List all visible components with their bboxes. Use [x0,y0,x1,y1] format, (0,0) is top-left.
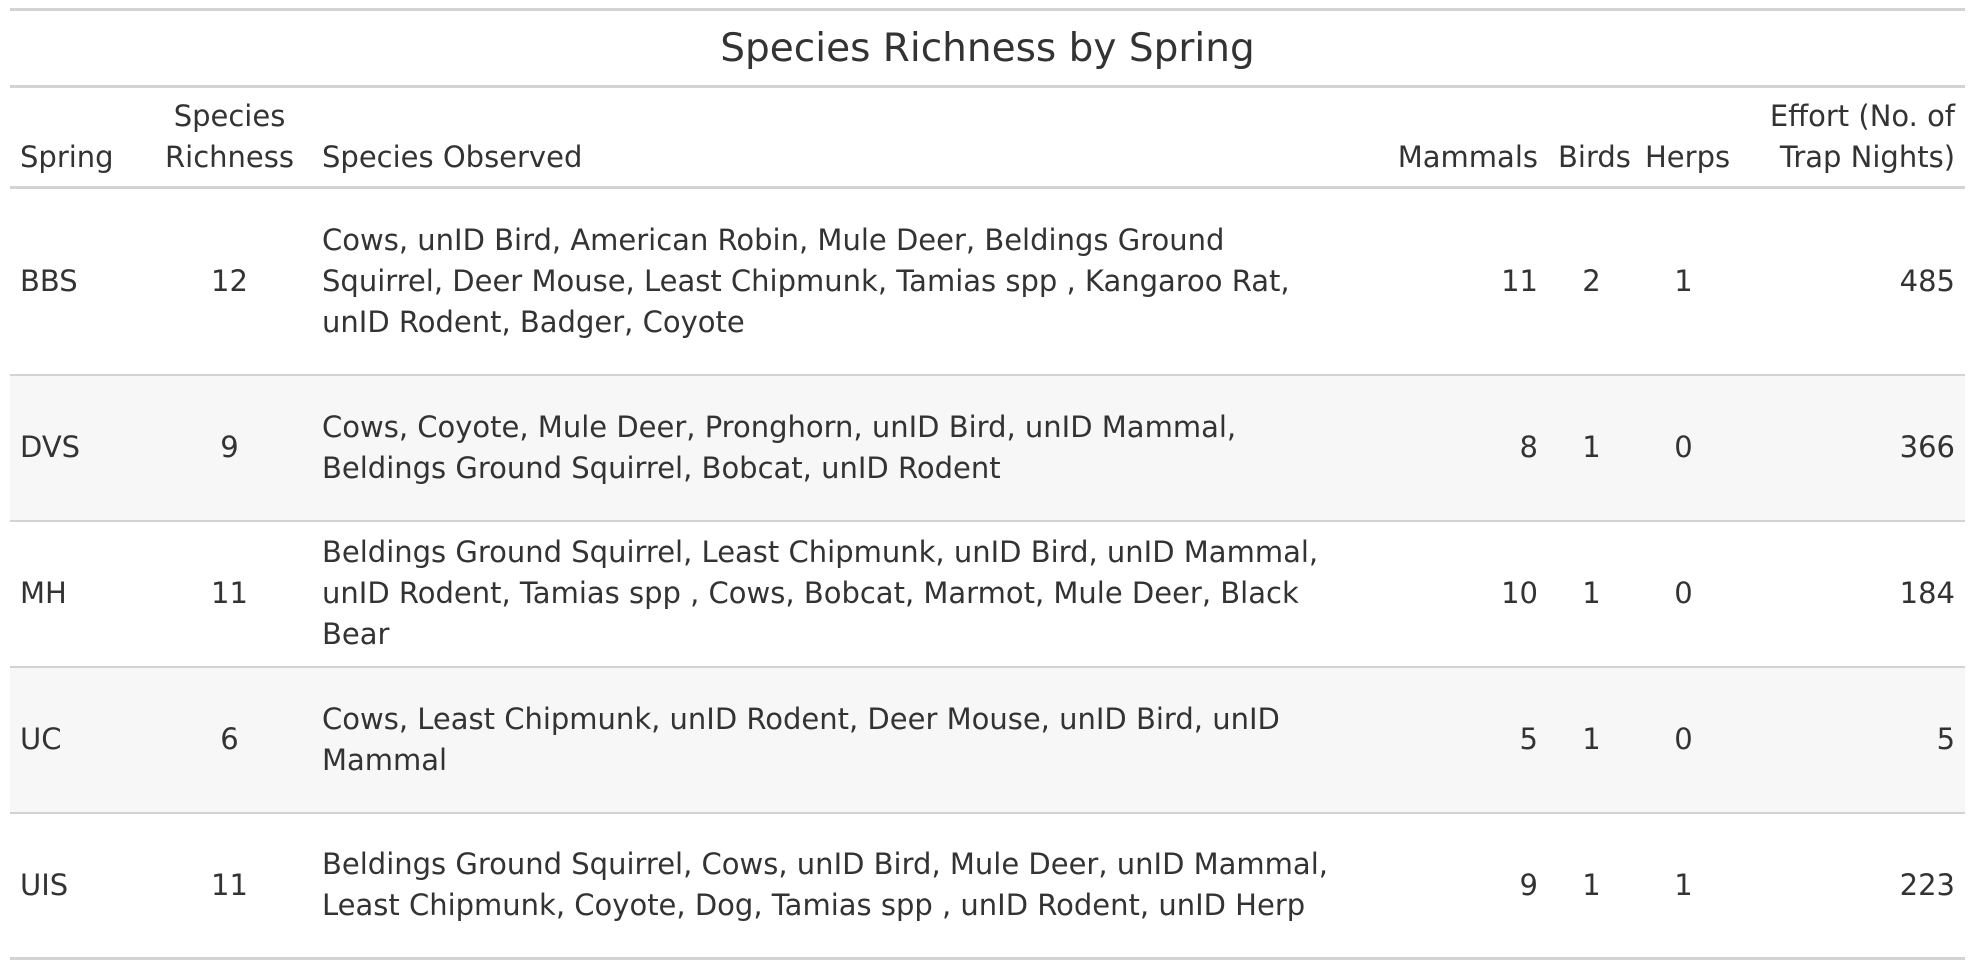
cell-effort: 5 [1732,665,1966,813]
header-richness-line2: Richness [165,140,294,174]
cell-mammals: 8 [1381,373,1548,521]
header-species-observed: Species Observed [312,86,1381,189]
header-species-richness: Species Richness [147,86,312,189]
table-row: DVS 9 Cows, Coyote, Mule Deer, Pronghorn… [10,373,1966,521]
cell-species-observed: Cows, Least Chipmunk, unID Rodent, Deer … [312,665,1381,813]
cell-herps: 0 [1635,519,1732,667]
cell-birds: 1 [1548,519,1635,667]
cell-spring: MH [10,519,147,667]
species-richness-table: Species Richness by Spring Spring Specie… [10,8,1966,960]
cell-effort: 485 [1899,263,1956,298]
header-spring: Spring [10,86,147,189]
cell-mammals: 9 [1381,811,1548,959]
cell-spring: BBS [20,263,78,298]
header-effort-line1: Effort (No. of [1769,99,1956,133]
header-birds: Birds [1548,86,1635,189]
cell-birds: 1 [1548,665,1635,813]
table-row: UIS 11 Beldings Ground Squirrel, Cows, u… [10,811,1966,959]
cell-effort: 184 [1732,519,1966,667]
cell-herps: 0 [1635,665,1732,813]
table-row: UC 6 Cows, Least Chipmunk, unID Rodent, … [10,665,1966,813]
cell-species-richness: 11 [147,519,312,667]
cell-spring: UC [10,665,147,813]
cell-birds: 1 [1548,373,1635,521]
cell-birds: 2 [1582,263,1601,298]
cell-mammals: 11 [1501,263,1538,298]
table-row: MH 11 Beldings Ground Squirrel, Least Ch… [10,519,1966,667]
cell-herps: 0 [1635,373,1732,521]
cell-species-observed: Beldings Ground Squirrel, Cows, unID Bir… [312,811,1381,959]
cell-spring: UIS [10,811,147,959]
cell-species-observed: Beldings Ground Squirrel, Least Chipmunk… [312,519,1381,667]
cell-mammals: 10 [1381,519,1548,667]
cell-herps: 1 [1674,263,1693,298]
cell-species-richness: 11 [147,811,312,959]
cell-effort: 366 [1732,373,1966,521]
header-herps: Herps [1635,86,1732,189]
species-richness-table-container: Species Richness by Spring Spring Specie… [10,8,1966,960]
table-row: BBS 12 Cows, unID Bird, American Robin, … [10,188,1965,375]
header-mammals: Mammals [1381,86,1548,189]
cell-herps: 1 [1635,811,1732,959]
table-title: Species Richness by Spring [10,9,1966,88]
cell-birds: 1 [1548,811,1635,959]
cell-spring: DVS [10,373,147,521]
table-title-row: Species Richness by Spring [10,9,1966,88]
cell-species-observed: Cows, Coyote, Mule Deer, Pronghorn, unID… [312,373,1381,521]
cell-effort: 223 [1732,811,1966,959]
cell-species-observed: Cows, unID Bird, American Robin, Mule De… [322,222,1290,339]
header-effort-line2: Trap Nights) [1779,140,1956,174]
cell-species-richness: 9 [147,373,312,521]
cell-species-richness: 6 [147,665,312,813]
column-header-row: Spring Species Richness Species Observed … [10,86,1966,189]
header-effort: Effort (No. of Trap Nights) [1732,86,1966,189]
cell-species-richness: 12 [211,263,248,298]
header-richness-line1: Species [173,99,286,133]
cell-mammals: 5 [1381,665,1548,813]
